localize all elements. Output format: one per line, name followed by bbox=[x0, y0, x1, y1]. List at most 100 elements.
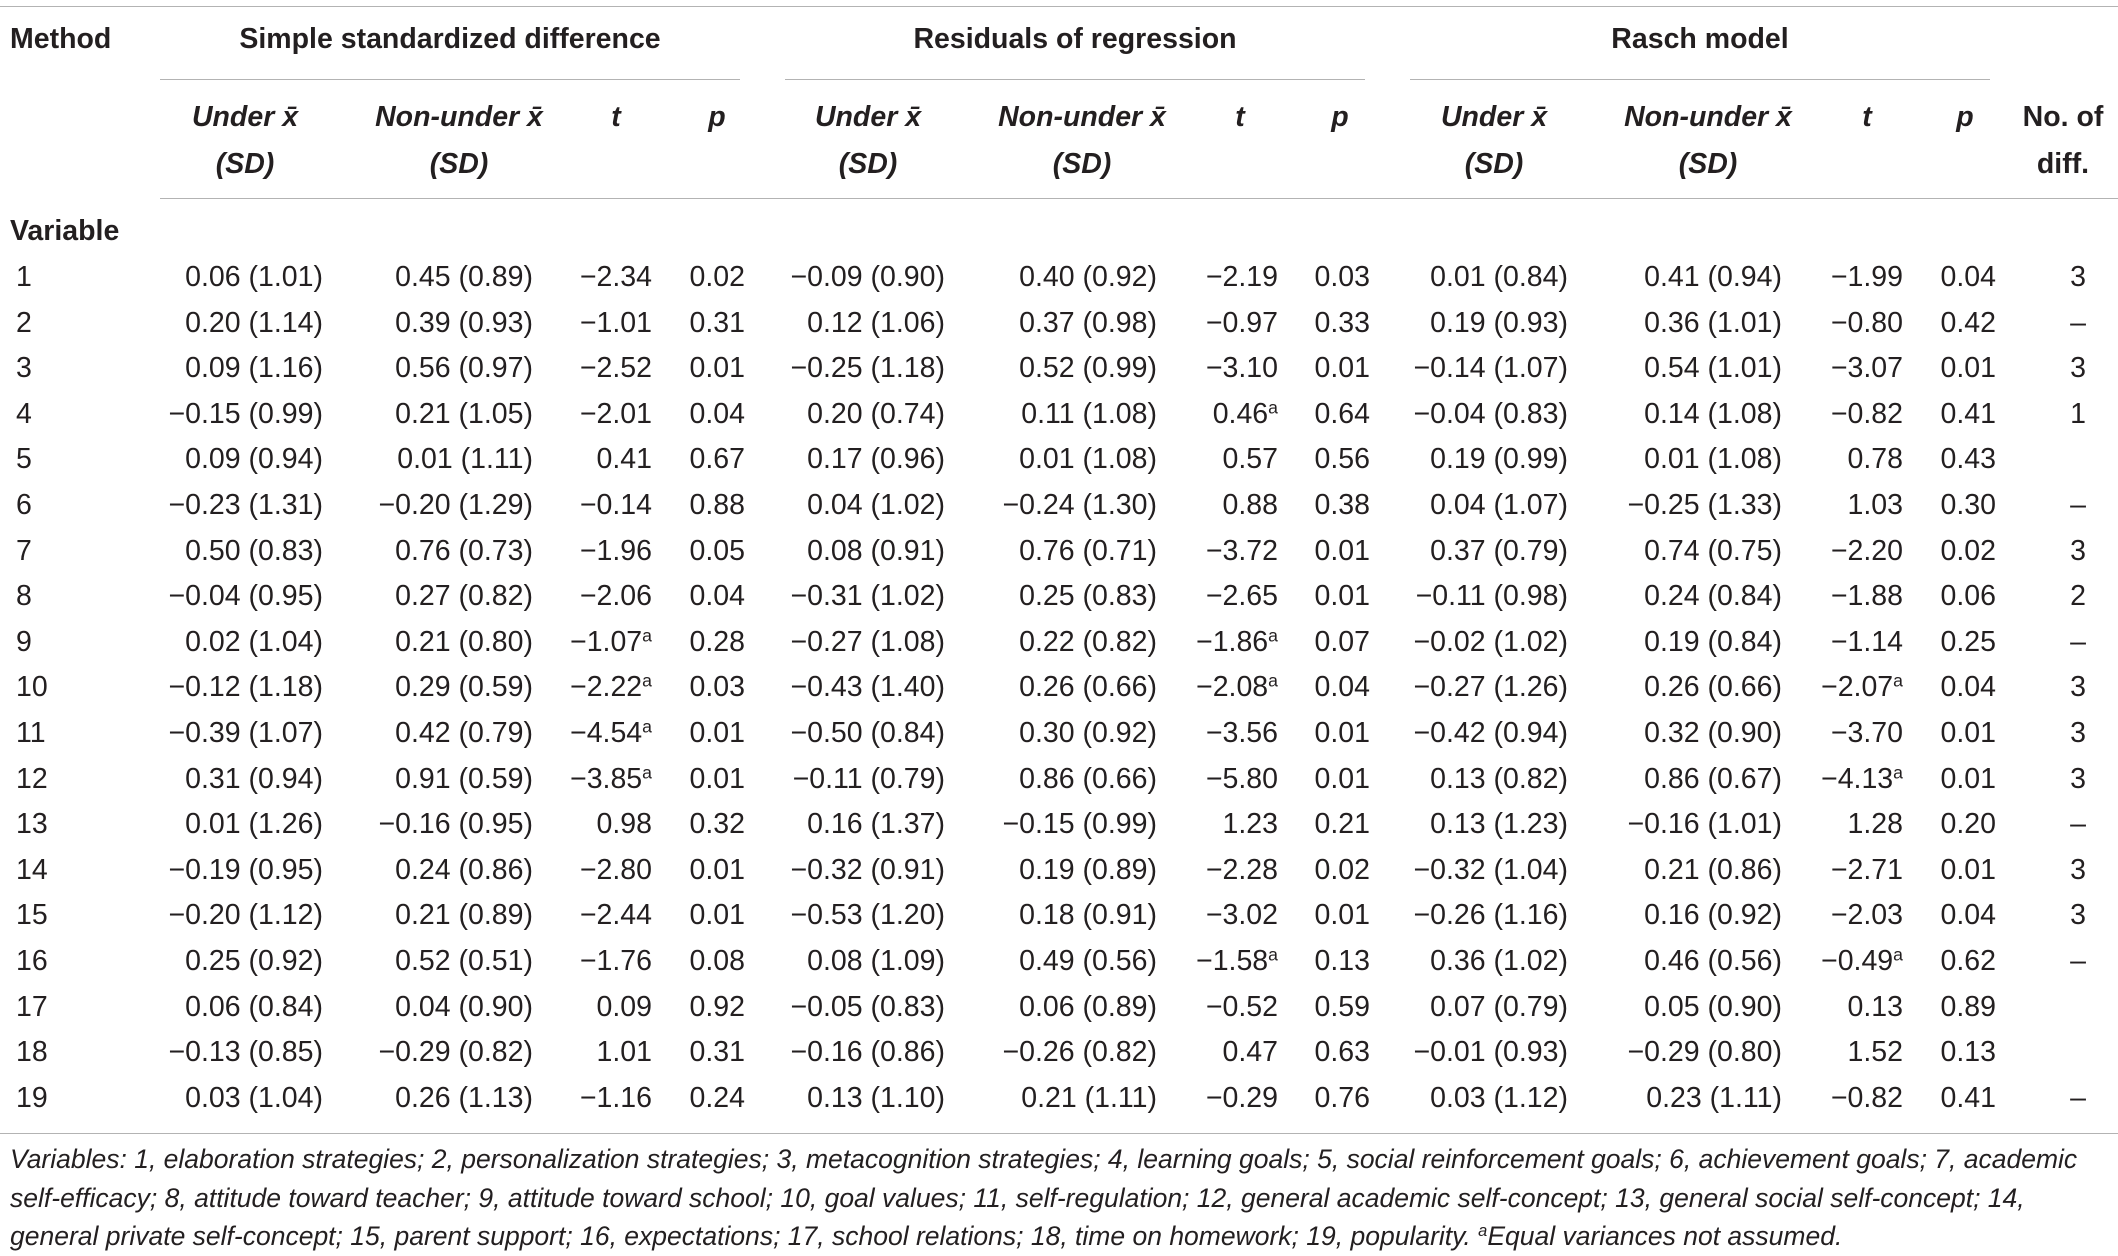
table-cell: −0.01 (0.93) bbox=[1413, 1036, 1568, 1068]
table-cell: 0.09 bbox=[596, 991, 652, 1023]
superscript-marker: a bbox=[642, 762, 652, 783]
table-cell: 0.01 bbox=[1314, 899, 1370, 931]
table-cell: 3 bbox=[2070, 261, 2086, 293]
table-cell: −3.02 bbox=[1205, 899, 1278, 931]
table-cell: −1.16 bbox=[579, 1082, 652, 1114]
under-mean-heading-rasch: Under x̄ bbox=[1440, 101, 1548, 133]
table-cell: – bbox=[2070, 808, 2086, 840]
table-cell: 0.06 (0.84) bbox=[185, 991, 323, 1023]
variable-number: 14 bbox=[16, 854, 48, 886]
table-cell: −0.09 (0.90) bbox=[790, 261, 945, 293]
variable-number: 18 bbox=[16, 1036, 48, 1068]
nonunder-mean-heading-rasch: Non-under x̄ bbox=[1624, 101, 1792, 133]
table-cell: 0.41 bbox=[1940, 398, 1996, 430]
table-cell: 0.88 bbox=[689, 489, 745, 521]
table-cell: −3.70 bbox=[1830, 717, 1903, 749]
table-cell: 0.01 (0.84) bbox=[1430, 261, 1568, 293]
nodiff-heading-line1: No. of bbox=[2022, 101, 2104, 133]
table-cell: 0.01 (1.08) bbox=[1019, 443, 1157, 475]
table-cell: 0.37 (0.79) bbox=[1430, 535, 1568, 567]
table-cell: −0.29 (0.80) bbox=[1627, 1036, 1782, 1068]
variable-number: 9 bbox=[16, 626, 32, 658]
nonunder-sd-heading-simple: (SD) bbox=[429, 148, 489, 180]
table-cell: −2.20 bbox=[1830, 535, 1903, 567]
table-cell: 0.41 bbox=[596, 443, 652, 475]
table-cell: −3.72 bbox=[1205, 535, 1278, 567]
table-cell: −0.80 bbox=[1830, 307, 1903, 339]
table-cell: −2.22a bbox=[570, 670, 652, 703]
table-cell: 0.19 (0.93) bbox=[1430, 307, 1568, 339]
table-cell: −0.31 (1.02) bbox=[790, 580, 945, 612]
table-cell: 0.14 (1.08) bbox=[1644, 398, 1782, 430]
table-cell: 0.29 (0.59) bbox=[395, 671, 533, 703]
variable-number: 15 bbox=[16, 899, 48, 931]
table-cell: 0.01 bbox=[1940, 763, 1996, 795]
table-cell: 0.25 (0.83) bbox=[1019, 580, 1157, 612]
table-cell: −0.50 (0.84) bbox=[790, 717, 945, 749]
nonunder-sd-heading-rasch: (SD) bbox=[1678, 148, 1738, 180]
table-cell: 0.31 bbox=[689, 1036, 745, 1068]
t-heading-residuals: t bbox=[1235, 101, 1245, 133]
table-cell: −0.19 (0.95) bbox=[168, 854, 323, 886]
table-cell: 0.02 bbox=[1940, 535, 1996, 567]
variable-heading: Variable bbox=[10, 215, 120, 247]
table-cell: 0.01 bbox=[1314, 535, 1370, 567]
table-cell: −0.04 (0.83) bbox=[1413, 398, 1568, 430]
table-cell: 0.03 bbox=[1314, 261, 1370, 293]
table-cell: −0.52 bbox=[1205, 991, 1278, 1023]
table-cell: −0.25 (1.33) bbox=[1627, 489, 1782, 521]
under-mean-heading-residuals: Under x̄ bbox=[814, 101, 922, 133]
table-cell: 0.06 bbox=[1940, 580, 1996, 612]
table-cell: −0.29 bbox=[1205, 1082, 1278, 1114]
table-cell: 0.21 (0.80) bbox=[395, 626, 533, 658]
table-cell: 0.46a bbox=[1212, 397, 1278, 430]
table-cell: −0.16 (0.86) bbox=[790, 1036, 945, 1068]
table-cell: −0.32 (1.04) bbox=[1413, 854, 1568, 886]
table-cell: −0.82 bbox=[1830, 398, 1903, 430]
table-cell: −0.97 bbox=[1205, 307, 1278, 339]
table-cell: 0.49 (0.56) bbox=[1019, 945, 1157, 977]
table-cell: 0.22 (0.82) bbox=[1019, 626, 1157, 658]
table-cell: 0.02 bbox=[689, 261, 745, 293]
table-cell: 0.52 (0.51) bbox=[395, 945, 533, 977]
table-cell: −0.20 (1.12) bbox=[168, 899, 323, 931]
table-cell: −0.14 bbox=[579, 489, 652, 521]
table-cell: 0.13 (1.23) bbox=[1430, 808, 1568, 840]
table-cell: 0.08 (0.91) bbox=[807, 535, 945, 567]
table-cell: 0.06 (0.89) bbox=[1019, 991, 1157, 1023]
table-cell: 0.24 (0.86) bbox=[395, 854, 533, 886]
table-cell: 2 bbox=[2070, 580, 2086, 612]
table-cell: 0.54 (1.01) bbox=[1644, 352, 1782, 384]
table-cell: 0.01 bbox=[1314, 717, 1370, 749]
group-heading-residuals: Residuals of regression bbox=[913, 23, 1237, 55]
table-cell: 0.86 (0.66) bbox=[1019, 763, 1157, 795]
superscript-marker: a bbox=[1893, 762, 1903, 783]
variable-number: 8 bbox=[16, 580, 32, 612]
superscript-marker: a bbox=[1268, 944, 1278, 965]
table-cell: 0.57 bbox=[1222, 443, 1278, 475]
table-cell: 0.01 bbox=[1940, 352, 1996, 384]
table-cell: −5.80 bbox=[1205, 763, 1278, 795]
table-cell: 0.76 (0.73) bbox=[395, 535, 533, 567]
table-cell: −3.07 bbox=[1830, 352, 1903, 384]
footnote: Variables: 1, elaboration strategies; 2,… bbox=[10, 1140, 2110, 1256]
superscript-marker: a bbox=[1268, 397, 1278, 418]
table-cell: 0.18 (0.91) bbox=[1019, 899, 1157, 931]
table-cell: 1.28 bbox=[1847, 808, 1903, 840]
table-cell: 0.03 bbox=[689, 671, 745, 703]
table-cell: 0.01 bbox=[689, 352, 745, 384]
table-cell: 0.13 bbox=[1847, 991, 1903, 1023]
table-cell: −0.27 (1.26) bbox=[1413, 671, 1568, 703]
table-cell: 0.88 bbox=[1222, 489, 1278, 521]
table-cell: 0.32 bbox=[689, 808, 745, 840]
table-cell: 3 bbox=[2070, 352, 2086, 384]
table-cell: −2.19 bbox=[1205, 261, 1278, 293]
table-cell: −0.16 (1.01) bbox=[1627, 808, 1782, 840]
table-cell: 3 bbox=[2070, 535, 2086, 567]
table-cell: −0.15 (0.99) bbox=[168, 398, 323, 430]
table-cell: 3 bbox=[2070, 671, 2086, 703]
table-cell: 0.36 (1.02) bbox=[1430, 945, 1568, 977]
table-cell: 0.11 (1.08) bbox=[1021, 398, 1157, 430]
table-cell: 0.01 bbox=[689, 763, 745, 795]
nonunder-sd-heading-residuals: (SD) bbox=[1052, 148, 1112, 180]
